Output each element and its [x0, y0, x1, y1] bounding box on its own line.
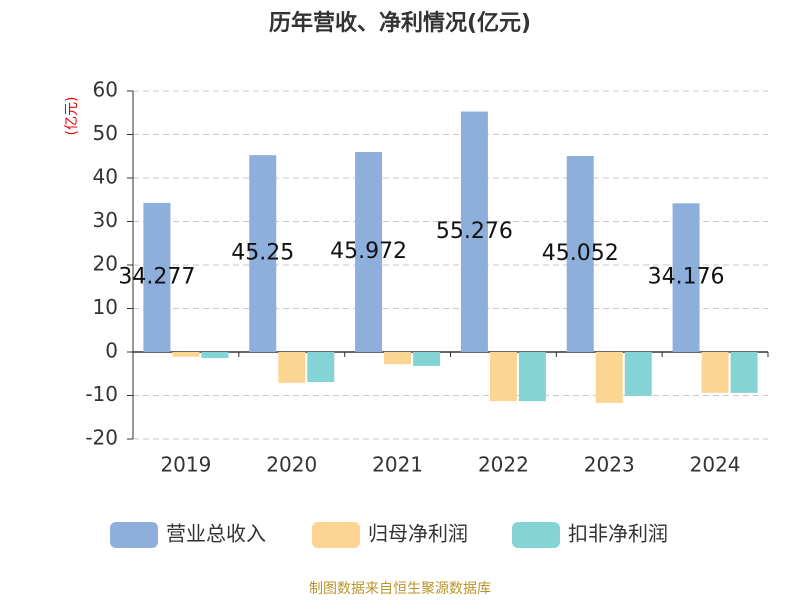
y-tick-label: 10: [93, 295, 118, 319]
y-axis-label: (亿元): [64, 97, 80, 136]
y-tick-label: -20: [85, 426, 118, 450]
legend-swatch: [110, 522, 158, 548]
y-tick-label: 30: [93, 208, 118, 232]
x-tick-label: 2024: [690, 453, 741, 477]
bar: [624, 352, 652, 396]
y-tick-label: 60: [93, 78, 118, 102]
value-label: 34.176: [648, 265, 725, 290]
y-tick-label: 40: [93, 165, 118, 189]
bar: [307, 352, 335, 383]
y-tick-label: -10: [85, 382, 118, 406]
x-tick-label: 2020: [266, 453, 317, 477]
value-label: 55.276: [436, 219, 513, 244]
y-tick-label: 20: [93, 252, 118, 276]
bar: [460, 111, 488, 352]
value-label: 45.972: [330, 239, 407, 264]
bar: [730, 352, 758, 393]
y-tick-label: 50: [93, 121, 118, 145]
bar: [201, 352, 229, 359]
x-tick-label: 2021: [372, 453, 423, 477]
bar: [172, 352, 200, 357]
bar: [278, 352, 306, 383]
legend-swatch: [312, 522, 360, 548]
bar: [413, 352, 441, 366]
value-label: 34.277: [118, 264, 195, 289]
bar: [595, 352, 623, 403]
value-label: 45.25: [231, 241, 294, 266]
legend-label: 营业总收入: [166, 522, 266, 546]
bar: [489, 352, 517, 402]
bar: [672, 203, 700, 352]
y-tick-label: 0: [105, 339, 118, 363]
bar: [249, 155, 277, 352]
bar: [355, 152, 383, 352]
chart-title: 历年营收、净利情况(亿元): [269, 10, 531, 36]
source-note: 制图数据来自恒生聚源数据库: [309, 581, 491, 597]
legend-label: 扣非净利润: [568, 522, 668, 546]
bar: [701, 352, 729, 393]
bar: [518, 352, 546, 402]
value-label: 45.052: [542, 241, 619, 266]
x-tick-label: 2023: [584, 453, 635, 477]
x-tick-label: 2019: [160, 453, 211, 477]
bar: [384, 352, 412, 365]
bar: [143, 202, 171, 352]
legend-swatch: [512, 522, 560, 548]
bar: [566, 156, 594, 352]
x-tick-label: 2022: [478, 453, 529, 477]
legend-label: 归母净利润: [368, 522, 468, 546]
